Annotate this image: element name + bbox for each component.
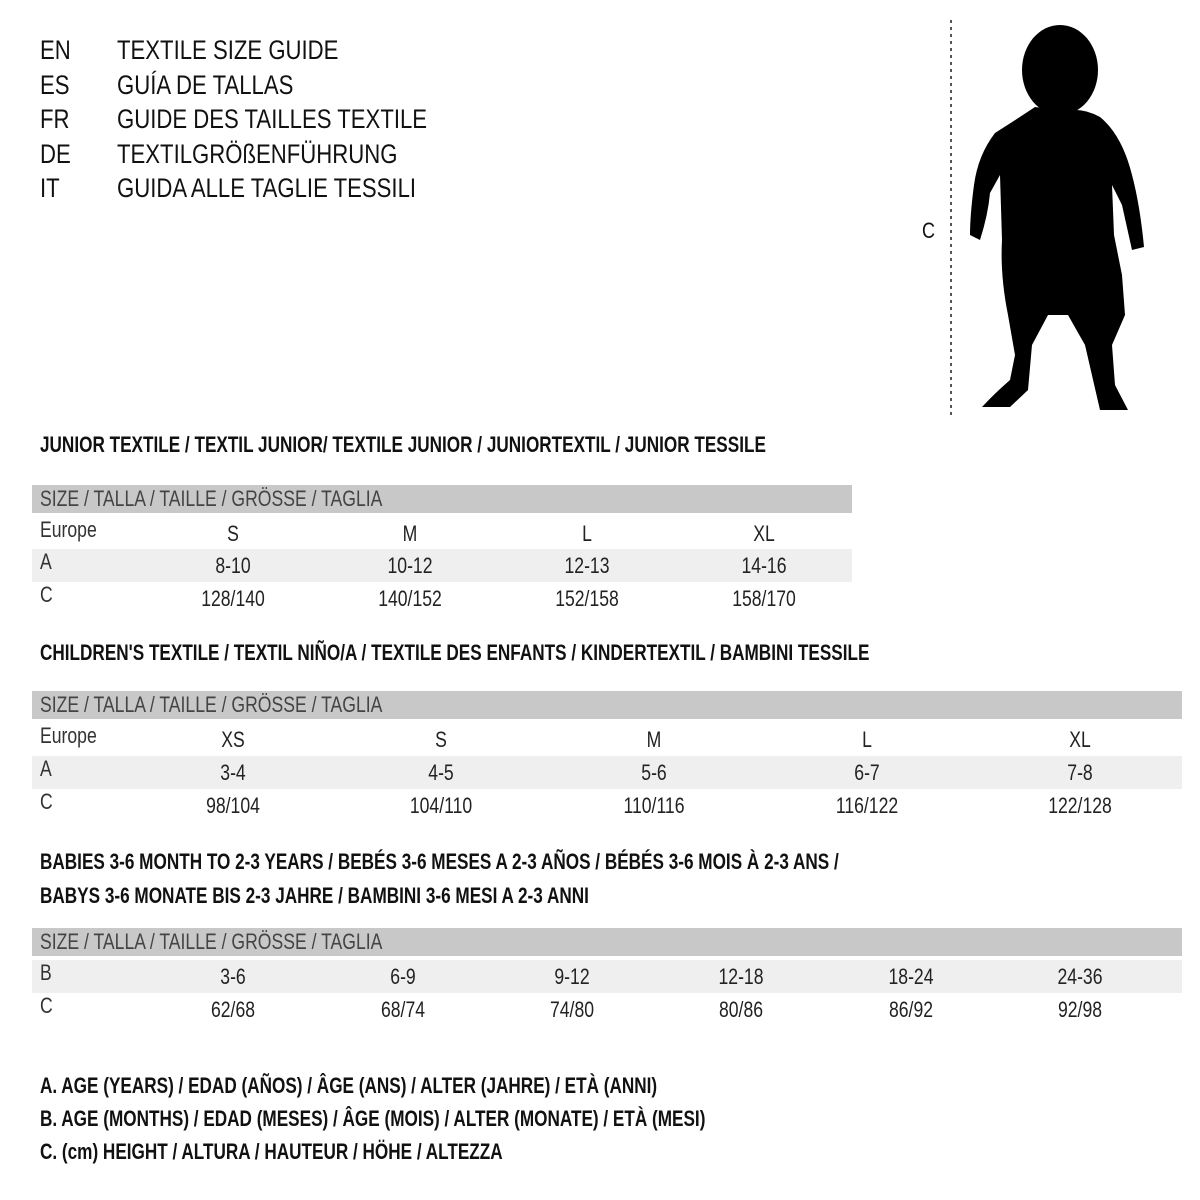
language-code: FR <box>40 104 70 134</box>
table-cell: 8-10 <box>215 553 251 578</box>
table-row: B 3-6 6-9 9-12 12-18 18-24 24-36 <box>32 960 1182 993</box>
row-label: A <box>40 756 52 781</box>
table-cell: 12-13 <box>564 553 610 578</box>
table-cell: 86/92 <box>888 997 934 1022</box>
table-cell: 14-16 <box>741 553 787 578</box>
table-cell: XL <box>753 521 775 546</box>
table-row: Europe XS S M L XL <box>32 723 1182 756</box>
table-cell: 9-12 <box>554 964 590 989</box>
table-cell: 122/128 <box>1048 793 1112 818</box>
table-heading: CHILDREN'S TEXTILE / TEXTIL NIÑO/A / TEX… <box>40 640 870 665</box>
table-cell: 104/110 <box>409 793 473 818</box>
table-row: C 98/104 104/110 110/116 116/122 122/128 <box>32 789 1182 822</box>
table-cell: 110/116 <box>623 793 685 818</box>
table-cell: 140/152 <box>378 586 442 611</box>
table-header-label: SIZE / TALLA / TAILLE / GRÖSSE / TAGLIA <box>40 692 383 717</box>
table-row: A 8-10 10-12 12-13 14-16 <box>32 549 852 582</box>
table-cell: L <box>582 521 592 546</box>
language-code: DE <box>40 138 71 169</box>
row-label: A <box>40 549 52 574</box>
row-label: B <box>40 960 52 985</box>
table-cell: 10-12 <box>387 553 433 578</box>
table-cell: 74/80 <box>549 997 595 1022</box>
table-cell: 7-8 <box>1067 760 1093 785</box>
table-header: SIZE / TALLA / TAILLE / GRÖSSE / TAGLIA <box>32 485 852 513</box>
table-heading: JUNIOR TEXTILE / TEXTIL JUNIOR/ TEXTILE … <box>40 432 766 457</box>
table-header-label: SIZE / TALLA / TAILLE / GRÖSSE / TAGLIA <box>40 929 383 954</box>
table-cell: XS <box>221 727 245 752</box>
legend-item: B. AGE (MONTHS) / EDAD (MESES) / ÂGE (MO… <box>40 1106 706 1131</box>
language-title: GUÍA DE TALLAS <box>117 69 294 100</box>
table-cell: 6-9 <box>390 964 416 989</box>
row-label: C <box>40 789 53 814</box>
table-cell: 152/158 <box>555 586 619 611</box>
table-cell: 80/86 <box>718 997 764 1022</box>
table-cell: S <box>227 521 239 546</box>
language-code: IT <box>40 173 60 203</box>
table-cell: 62/68 <box>210 997 256 1022</box>
table-row: C 62/68 68/74 74/80 80/86 86/92 92/98 <box>32 993 1182 1026</box>
row-label: Europe <box>40 517 97 542</box>
table-cell: 158/170 <box>732 586 796 611</box>
language-code: ES <box>40 69 70 100</box>
table-cell: 3-4 <box>220 760 246 785</box>
table-cell: M <box>402 521 418 546</box>
table-cell: S <box>435 727 447 752</box>
table-row: Europe S M L XL <box>32 517 852 550</box>
table-row: C 128/140 140/152 152/158 158/170 <box>32 582 852 615</box>
row-label: C <box>40 993 53 1018</box>
table-cell: XL <box>1069 727 1091 752</box>
language-title: GUIDE DES TAILLES TEXTILE <box>117 104 428 134</box>
table-cell: 3-6 <box>220 964 246 989</box>
table-cell: 6-7 <box>854 760 880 785</box>
table-header-label: SIZE / TALLA / TAILLE / GRÖSSE / TAGLIA <box>40 486 383 511</box>
row-label: C <box>40 582 53 607</box>
table-cell: 12-18 <box>718 964 764 989</box>
legend-item: C. (cm) HEIGHT / ALTURA / HAUTEUR / HÖHE… <box>40 1139 503 1164</box>
table-cell: L <box>862 727 872 752</box>
row-label: Europe <box>40 723 97 748</box>
language-code: EN <box>40 35 71 65</box>
table-cell: 24-36 <box>1057 964 1103 989</box>
language-title: GUIDA ALLE TAGLIE TESSILI <box>117 173 417 203</box>
table-cell: M <box>646 727 662 752</box>
table-heading: BABIES 3-6 MONTH TO 2-3 YEARS / BEBÉS 3-… <box>40 849 839 874</box>
language-title: TEXTILE SIZE GUIDE <box>117 35 339 65</box>
table-cell: 18-24 <box>888 964 934 989</box>
table-header: SIZE / TALLA / TAILLE / GRÖSSE / TAGLIA <box>32 928 1182 956</box>
table-cell: 128/140 <box>201 586 265 611</box>
measure-label: C <box>922 218 936 243</box>
table-cell: 68/74 <box>380 997 426 1022</box>
table-cell: 98/104 <box>206 793 260 818</box>
table-heading: BABYS 3-6 MONATE BIS 2-3 JAHRE / BAMBINI… <box>40 883 589 908</box>
table-cell: 116/122 <box>835 793 899 818</box>
table-row: A 3-4 4-5 5-6 6-7 7-8 <box>32 756 1182 789</box>
language-title: TEXTILGRÖßENFÜHRUNG <box>117 138 398 169</box>
table-cell: 92/98 <box>1057 997 1103 1022</box>
table-cell: 4-5 <box>428 760 454 785</box>
legend-item: A. AGE (YEARS) / EDAD (AÑOS) / ÂGE (ANS)… <box>40 1073 658 1098</box>
table-header: SIZE / TALLA / TAILLE / GRÖSSE / TAGLIA <box>32 691 1182 719</box>
child-silhouette-icon <box>950 20 1144 415</box>
table-cell: 5-6 <box>641 760 667 785</box>
